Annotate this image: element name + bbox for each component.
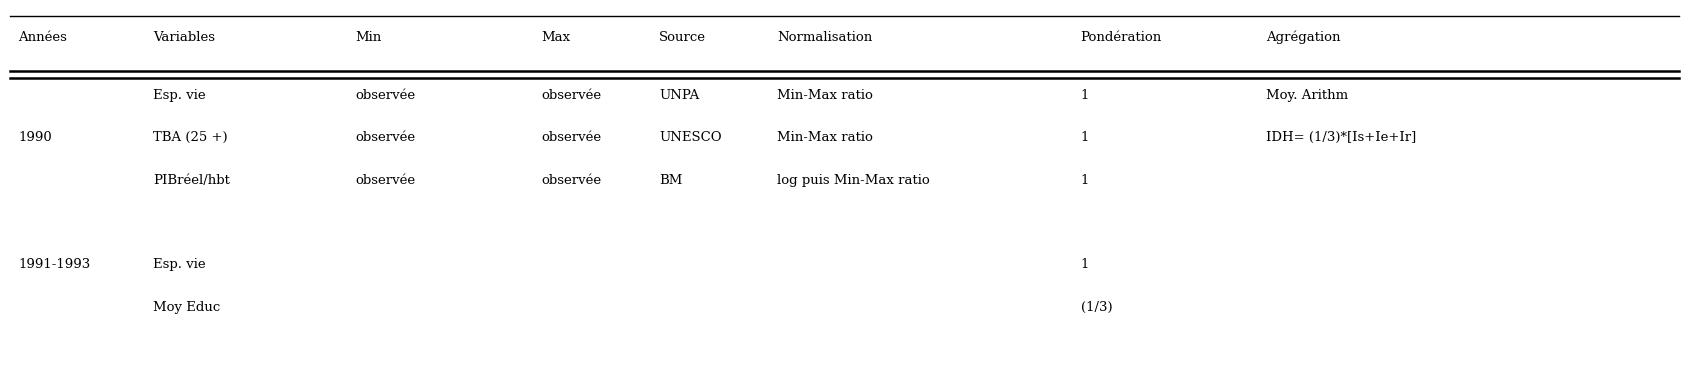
Text: observée: observée — [540, 89, 601, 102]
Text: TBA (25 +): TBA (25 +) — [154, 131, 228, 144]
Text: Variables: Variables — [154, 31, 215, 44]
Text: 1991-1993: 1991-1993 — [19, 259, 91, 272]
Text: UNESCO: UNESCO — [659, 131, 721, 144]
Text: Esp. vie: Esp. vie — [154, 89, 206, 102]
Text: observée: observée — [355, 131, 415, 144]
Text: 1: 1 — [1081, 259, 1089, 272]
Text: UNPA: UNPA — [659, 89, 699, 102]
Text: Min-Max ratio: Min-Max ratio — [777, 89, 873, 102]
Text: 1990: 1990 — [19, 131, 52, 144]
Text: 1: 1 — [1081, 174, 1089, 187]
Text: 1: 1 — [1081, 89, 1089, 102]
Text: observée: observée — [355, 89, 415, 102]
Text: Normalisation: Normalisation — [777, 31, 872, 44]
Text: Pondération: Pondération — [1081, 31, 1162, 44]
Text: Source: Source — [659, 31, 706, 44]
Text: observée: observée — [540, 174, 601, 187]
Text: 1: 1 — [1081, 131, 1089, 144]
Text: IDH= (1/3)*[Is+Ie+Ir]: IDH= (1/3)*[Is+Ie+Ir] — [1267, 131, 1417, 144]
Text: Max: Max — [540, 31, 571, 44]
Text: BM: BM — [659, 174, 682, 187]
Text: Années: Années — [19, 31, 68, 44]
Text: (1/3): (1/3) — [1081, 301, 1111, 314]
Text: log puis Min-Max ratio: log puis Min-Max ratio — [777, 174, 931, 187]
Text: Min: Min — [355, 31, 382, 44]
Text: Agrégation: Agrégation — [1267, 31, 1341, 45]
Text: Esp. vie: Esp. vie — [154, 259, 206, 272]
Text: PIBréel/hbt: PIBréel/hbt — [154, 174, 230, 187]
Text: Moy. Arithm: Moy. Arithm — [1267, 89, 1348, 102]
Text: Moy Educ: Moy Educ — [154, 301, 220, 314]
Text: observée: observée — [355, 174, 415, 187]
Text: Min-Max ratio: Min-Max ratio — [777, 131, 873, 144]
Text: observée: observée — [540, 131, 601, 144]
